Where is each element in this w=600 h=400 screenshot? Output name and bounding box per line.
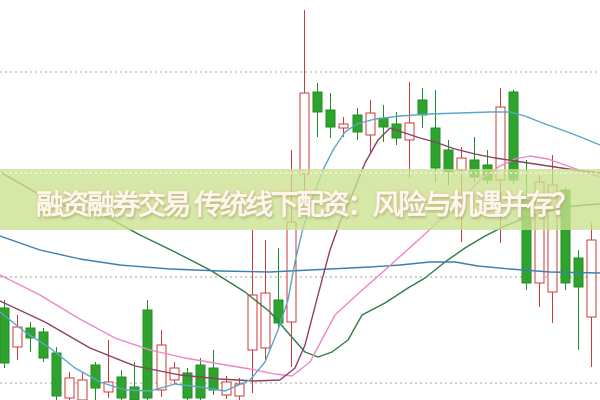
candle-body-up	[77, 379, 88, 400]
ma-pink	[0, 155, 600, 377]
candle-body-up	[365, 112, 376, 136]
candle-body-down	[142, 309, 153, 399]
candle-body-up	[404, 122, 415, 141]
candle-body-up	[103, 381, 114, 393]
candle-body-down	[443, 149, 454, 173]
candle-body-down	[51, 352, 62, 397]
candle-body-up	[456, 157, 467, 171]
candle-body-down	[129, 386, 140, 400]
candle-body-up	[299, 92, 310, 175]
candle-body-down	[508, 91, 519, 181]
candle-body-down	[417, 99, 428, 116]
candle-body-down	[273, 299, 284, 324]
candle-body-down	[0, 307, 10, 364]
candle-body-up	[586, 239, 597, 318]
candle-body-up	[286, 221, 297, 323]
ma-flat-steelblue	[0, 235, 600, 274]
candle-body-down	[195, 364, 206, 399]
candle-body-up	[12, 326, 23, 348]
candle-body-down	[430, 127, 441, 169]
candle-body-up	[247, 294, 258, 351]
candle-body-up	[156, 344, 167, 391]
headline-band	[0, 169, 600, 230]
candle-body-up	[64, 377, 75, 399]
headline-text: 融资融券交易 传统线下配资：风险与机遇并存？	[36, 189, 579, 220]
candle-body-down	[90, 364, 101, 389]
candle-body-down	[325, 109, 336, 128]
candle-body-down	[378, 117, 389, 128]
candle-body-down	[312, 91, 323, 113]
candle-body-up	[260, 292, 271, 349]
candle-body-up	[338, 123, 349, 129]
candle-body-down	[38, 331, 49, 359]
